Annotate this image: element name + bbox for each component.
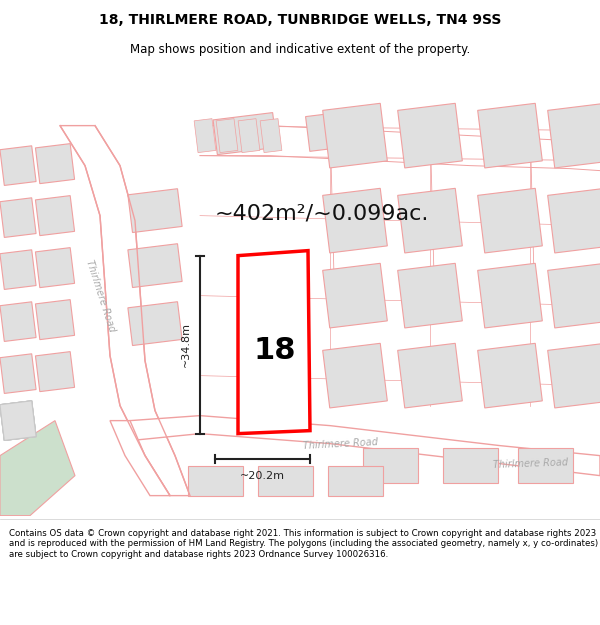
Polygon shape: [128, 244, 182, 288]
Polygon shape: [238, 119, 260, 152]
Polygon shape: [35, 196, 74, 236]
Polygon shape: [323, 103, 388, 168]
Polygon shape: [0, 146, 36, 186]
Text: Map shows position and indicative extent of the property.: Map shows position and indicative extent…: [130, 42, 470, 56]
Polygon shape: [35, 144, 74, 184]
Polygon shape: [478, 263, 542, 328]
Polygon shape: [0, 302, 36, 341]
Text: Thirlmere Road: Thirlmere Road: [83, 258, 116, 333]
Polygon shape: [548, 263, 600, 328]
Polygon shape: [362, 448, 418, 483]
Polygon shape: [398, 263, 463, 328]
Polygon shape: [35, 299, 74, 339]
Polygon shape: [257, 466, 313, 496]
Polygon shape: [478, 343, 542, 408]
Polygon shape: [548, 103, 600, 168]
Polygon shape: [323, 343, 388, 408]
Polygon shape: [443, 448, 497, 483]
Polygon shape: [128, 302, 182, 346]
Polygon shape: [130, 416, 600, 476]
Text: Thirlmere Road: Thirlmere Road: [302, 437, 378, 451]
Text: ~34.8m: ~34.8m: [181, 322, 191, 367]
Polygon shape: [0, 401, 36, 441]
Polygon shape: [60, 126, 190, 496]
Polygon shape: [194, 119, 216, 152]
Polygon shape: [398, 343, 463, 408]
Polygon shape: [110, 421, 170, 496]
Polygon shape: [0, 401, 36, 441]
Polygon shape: [0, 401, 36, 441]
Polygon shape: [0, 401, 36, 441]
Polygon shape: [0, 401, 36, 441]
Polygon shape: [238, 251, 310, 434]
Text: 18, THIRLMERE ROAD, TUNBRIDGE WELLS, TN4 9SS: 18, THIRLMERE ROAD, TUNBRIDGE WELLS, TN4…: [99, 12, 501, 27]
Polygon shape: [548, 188, 600, 253]
Text: ~20.2m: ~20.2m: [240, 471, 285, 481]
Polygon shape: [0, 198, 36, 238]
Polygon shape: [35, 352, 74, 392]
Polygon shape: [398, 188, 463, 253]
Polygon shape: [187, 466, 242, 496]
Polygon shape: [323, 188, 388, 253]
Polygon shape: [0, 354, 36, 394]
Text: ~402m²/~0.099ac.: ~402m²/~0.099ac.: [215, 204, 430, 224]
Polygon shape: [548, 343, 600, 408]
Polygon shape: [260, 119, 282, 152]
Polygon shape: [328, 466, 383, 496]
Polygon shape: [478, 188, 542, 253]
Text: Contains OS data © Crown copyright and database right 2021. This information is : Contains OS data © Crown copyright and d…: [9, 529, 598, 559]
Polygon shape: [305, 110, 364, 151]
Polygon shape: [478, 103, 542, 168]
Polygon shape: [0, 250, 36, 289]
Polygon shape: [517, 448, 572, 483]
Polygon shape: [213, 112, 277, 154]
Polygon shape: [0, 421, 75, 516]
Polygon shape: [216, 119, 238, 152]
Text: 18: 18: [254, 336, 296, 365]
Polygon shape: [398, 103, 463, 168]
Text: Thirlmere Road: Thirlmere Road: [492, 458, 568, 470]
Polygon shape: [35, 248, 74, 288]
Polygon shape: [323, 263, 388, 328]
Polygon shape: [128, 189, 182, 232]
